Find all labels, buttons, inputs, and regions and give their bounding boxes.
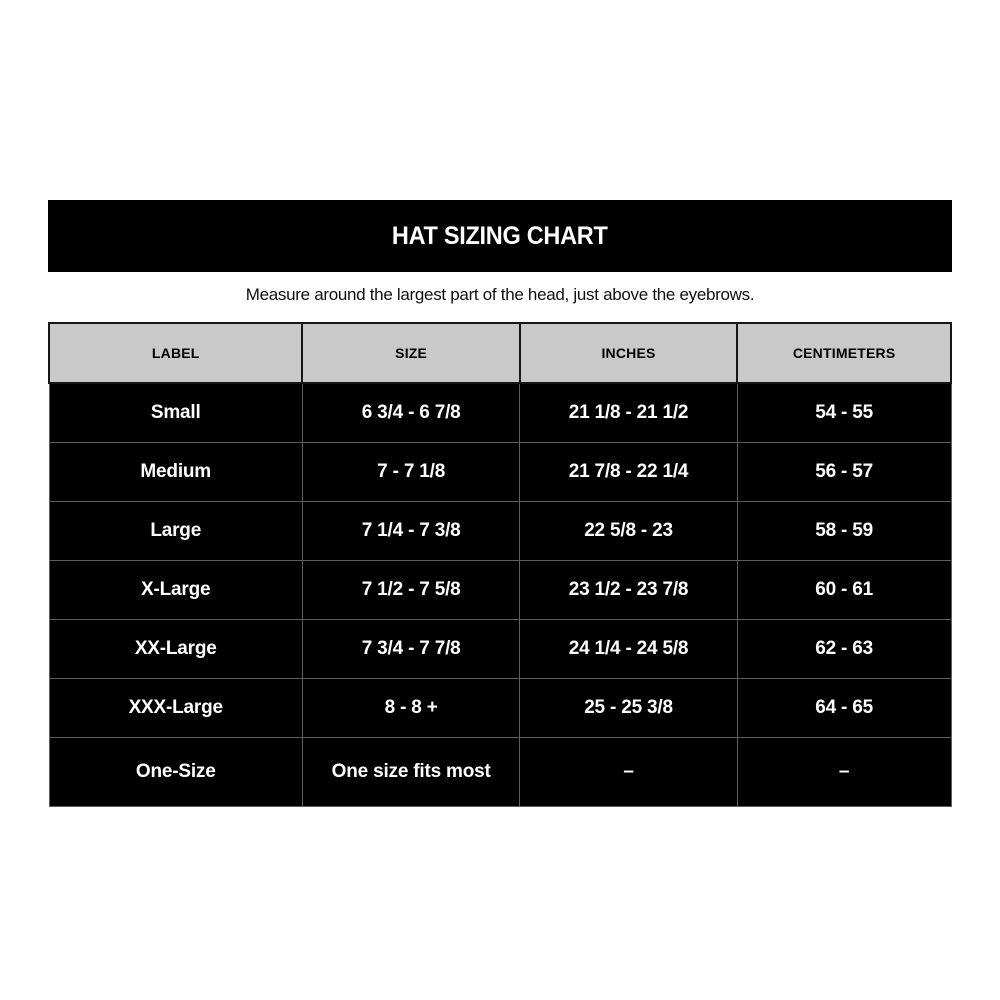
cell-centimeters: 58 - 59	[736, 501, 952, 561]
table-row-x-large: X-Large 7 1/2 - 7 5/8 23 1/2 - 23 7/8 60…	[48, 560, 952, 620]
cell-label: Medium	[48, 442, 303, 502]
cell-inches: 24 1/4 - 24 5/8	[519, 619, 738, 679]
cell-size: One size fits most	[301, 737, 521, 807]
title-banner: HAT SIZING CHART	[48, 200, 952, 272]
cell-inches: 21 7/8 - 22 1/4	[519, 442, 738, 502]
column-header-size: SIZE	[301, 322, 521, 384]
cell-centimeters: –	[736, 737, 952, 807]
cell-size: 8 - 8 +	[301, 678, 521, 738]
cell-centimeters: 56 - 57	[736, 442, 952, 502]
cell-centimeters: 62 - 63	[736, 619, 952, 679]
column-header-label: LABEL	[47, 322, 304, 384]
cell-inches: –	[519, 737, 738, 807]
hat-sizing-chart: HAT SIZING CHART Measure around the larg…	[47, 200, 952, 807]
cell-centimeters: 64 - 65	[736, 678, 952, 738]
cell-size: 6 3/4 - 6 7/8	[301, 382, 521, 443]
cell-inches: 22 5/8 - 23	[519, 501, 738, 561]
cell-label: One-Size	[48, 737, 303, 807]
table-row-xxx-large: XXX-Large 8 - 8 + 25 - 25 3/8 64 - 65	[48, 678, 952, 738]
cell-label: XXX-Large	[48, 678, 303, 738]
cell-inches: 25 - 25 3/8	[519, 678, 738, 738]
hat-sizing-table: LABEL SIZE INCHES CENTIMETERS Small 6 3/…	[47, 322, 952, 807]
page-title: HAT SIZING CHART	[392, 221, 608, 250]
cell-inches: 21 1/8 - 21 1/2	[519, 382, 738, 443]
cell-centimeters: 60 - 61	[736, 560, 952, 620]
cell-size: 7 1/2 - 7 5/8	[301, 560, 521, 620]
cell-size: 7 - 7 1/8	[301, 442, 521, 502]
cell-label: X-Large	[48, 560, 303, 620]
table-row-medium: Medium 7 - 7 1/8 21 7/8 - 22 1/4 56 - 57	[48, 442, 952, 502]
column-header-inches: INCHES	[518, 322, 739, 384]
measure-instruction: Measure around the largest part of the h…	[245, 285, 755, 304]
cell-label: Small	[48, 382, 303, 443]
table-row-xx-large: XX-Large 7 3/4 - 7 7/8 24 1/4 - 24 5/8 6…	[48, 619, 952, 679]
cell-size: 7 1/4 - 7 3/8	[301, 501, 521, 561]
cell-label: XX-Large	[48, 619, 303, 679]
cell-label: Large	[48, 501, 303, 561]
cell-inches: 23 1/2 - 23 7/8	[519, 560, 738, 620]
table-row-large: Large 7 1/4 - 7 3/8 22 5/8 - 23 58 - 59	[48, 501, 952, 561]
table-row-one-size: One-Size One size fits most – –	[48, 737, 952, 807]
column-header-centimeters: CENTIMETERS	[736, 322, 952, 384]
table-header-row: LABEL SIZE INCHES CENTIMETERS	[47, 322, 952, 384]
cell-centimeters: 54 - 55	[736, 382, 952, 443]
table-row-small: Small 6 3/4 - 6 7/8 21 1/8 - 21 1/2 54 -…	[48, 382, 952, 443]
cell-size: 7 3/4 - 7 7/8	[301, 619, 521, 679]
